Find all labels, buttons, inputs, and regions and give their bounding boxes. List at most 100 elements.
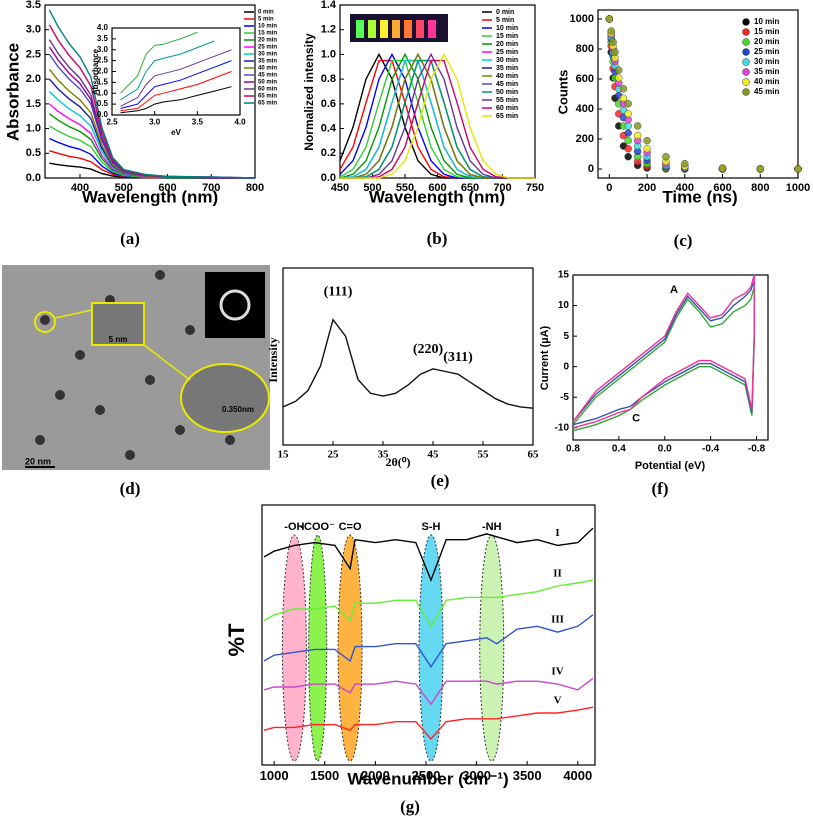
legend-label: 25 min bbox=[754, 47, 779, 56]
data-point bbox=[643, 136, 651, 145]
x-axis-title: Time (ns) bbox=[662, 187, 737, 206]
annotation: (111) bbox=[324, 285, 353, 300]
vial bbox=[404, 20, 412, 38]
y-tick-label: 4.0 bbox=[97, 23, 109, 32]
x-tick-label: 45 bbox=[428, 448, 440, 460]
y-tick-label: 0.8 bbox=[321, 73, 336, 85]
x-tick-label: 700 bbox=[493, 182, 511, 194]
scale-label: 0.350nm bbox=[222, 405, 254, 414]
y-tick-label: 0 bbox=[563, 361, 569, 372]
annotation: (311) bbox=[443, 350, 473, 365]
x-tick-label: 600 bbox=[713, 182, 731, 194]
x-tick-label: 3.0 bbox=[149, 117, 161, 126]
legend-marker bbox=[742, 38, 750, 46]
x-tick-label: 3.5 bbox=[192, 117, 204, 126]
y-tick-label: 200 bbox=[576, 133, 594, 145]
data-point bbox=[619, 94, 628, 102]
series-line bbox=[120, 40, 215, 101]
y-tick-label: 0 bbox=[588, 163, 594, 175]
data-point bbox=[633, 122, 642, 130]
x-tick-label: 800 bbox=[246, 182, 264, 194]
legend-label: 60 min bbox=[496, 105, 518, 112]
x-tick-label: 400 bbox=[676, 182, 694, 194]
x-axis-title: Potential (eV) bbox=[635, 460, 706, 472]
data-point bbox=[609, 38, 617, 46]
x-tick-label: 1000 bbox=[260, 768, 289, 783]
data-point bbox=[794, 165, 802, 173]
y-tick-label: 0.2 bbox=[321, 147, 336, 159]
legend-label: 0 min bbox=[258, 10, 274, 16]
series-label: V bbox=[554, 695, 562, 707]
data-point bbox=[718, 164, 727, 172]
legend-marker bbox=[742, 48, 750, 56]
y-axis-title: Absorbance bbox=[3, 43, 22, 141]
y-axis-title: Counts bbox=[555, 70, 570, 115]
x-axis-title: 2θ(⁰) bbox=[385, 455, 410, 469]
legend-label: 20 min bbox=[496, 41, 518, 48]
y-tick-label: 1.5 bbox=[26, 98, 41, 110]
legend-label: 65 min bbox=[258, 94, 277, 100]
scale-label: 20 nm bbox=[25, 456, 51, 466]
legend-label: 45 min bbox=[496, 81, 518, 88]
y-tick-label: 600 bbox=[576, 73, 594, 85]
y-tick-label: 0.5 bbox=[26, 147, 41, 159]
x-tick-label: 650 bbox=[461, 182, 479, 194]
data-point bbox=[624, 129, 632, 137]
legend-label: 50 min bbox=[258, 80, 277, 86]
saed-inset bbox=[205, 272, 265, 338]
legend-marker bbox=[742, 78, 750, 86]
legend-label: 10 min bbox=[258, 24, 277, 30]
x-tick-label: 2500 bbox=[412, 768, 441, 783]
series-line bbox=[263, 579, 594, 628]
x-tick-label: 4000 bbox=[563, 768, 592, 783]
series-line bbox=[340, 52, 535, 179]
y-tick-label: 3.0 bbox=[26, 24, 41, 36]
series-line bbox=[120, 60, 232, 109]
data-point bbox=[756, 165, 764, 173]
series-line bbox=[282, 318, 534, 409]
legend-label: 30 min bbox=[754, 57, 779, 66]
legend-label: 15 min bbox=[496, 33, 518, 40]
panel-label: (g) bbox=[400, 797, 420, 816]
x-tick-label: 65 bbox=[528, 448, 540, 460]
x-tick-label: 600 bbox=[158, 182, 176, 194]
vial bbox=[428, 20, 436, 38]
y-tick-label: -10 bbox=[555, 422, 570, 433]
x-tick-label: -0.8 bbox=[748, 444, 766, 455]
legend-label: 60 min bbox=[258, 87, 277, 93]
band-label: C=O bbox=[339, 521, 362, 533]
y-axis-title: Current (µA) bbox=[539, 325, 551, 390]
x-tick-label: 450 bbox=[331, 182, 349, 194]
legend-label: 30 min bbox=[258, 52, 277, 58]
legend-label: 30 min bbox=[496, 57, 518, 64]
x-tick-label: 0.0 bbox=[658, 444, 672, 455]
annotation: C bbox=[632, 413, 640, 425]
nanoparticle bbox=[185, 325, 195, 335]
data-point bbox=[624, 152, 632, 161]
legend-label: 55 min bbox=[496, 97, 518, 104]
series-label: IV bbox=[551, 666, 563, 678]
legend-label: 5 min bbox=[496, 17, 514, 24]
vial bbox=[392, 20, 400, 38]
zoom-connector bbox=[143, 344, 191, 381]
x-tick-label: 800 bbox=[751, 182, 769, 194]
band-highlight bbox=[479, 534, 505, 762]
legend-label: 15 min bbox=[258, 31, 277, 37]
x-tick-label: 0.4 bbox=[612, 444, 626, 455]
panel-label: (a) bbox=[120, 229, 140, 248]
x-tick-label: 25 bbox=[328, 448, 340, 460]
plot-frame bbox=[111, 27, 241, 116]
series-line bbox=[263, 706, 594, 741]
y-tick-label: 2.5 bbox=[26, 48, 41, 60]
x-tick-label: 600 bbox=[428, 182, 446, 194]
x-tick-label: 700 bbox=[202, 182, 220, 194]
nanoparticle bbox=[75, 350, 85, 360]
y-axis-title: %T bbox=[224, 623, 249, 657]
data-point bbox=[615, 66, 623, 74]
nanoparticle bbox=[145, 375, 155, 385]
series-line bbox=[120, 49, 232, 107]
y-tick-label: 2.0 bbox=[26, 73, 41, 85]
legend-label: 45 min bbox=[754, 87, 779, 96]
